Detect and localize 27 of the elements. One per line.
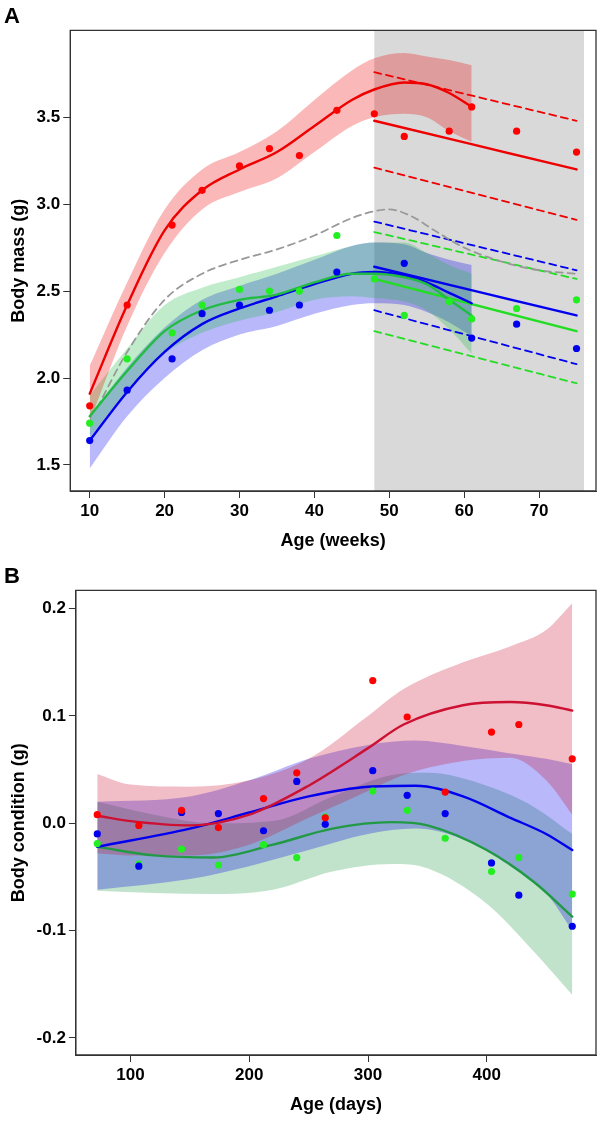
x-tick-label: 200 <box>235 1064 264 1084</box>
chart-title: B <box>4 563 20 589</box>
y-tick-label: 1.5 <box>36 454 61 474</box>
y-tick-label: 3.0 <box>36 193 61 213</box>
x-axis-title: Age (weeks) <box>280 530 386 551</box>
y-tick-label: 2.0 <box>36 367 61 387</box>
y-axis-title: Body condition (g) <box>7 743 28 903</box>
x-tick-label: 10 <box>80 500 100 520</box>
x-axis-title: Age (days) <box>289 1094 382 1115</box>
x-tick-label: 20 <box>155 500 175 520</box>
y-tick-label: 0.2 <box>42 598 66 618</box>
x-tick-label: 40 <box>304 500 324 520</box>
y-tick-label: -0.2 <box>36 1027 66 1047</box>
y-tick-label: 3.5 <box>36 106 61 126</box>
y-tick-label: 0.1 <box>42 705 66 725</box>
x-tick-label: 30 <box>230 500 249 520</box>
y-tick-label: 0.0 <box>42 812 66 832</box>
x-tick-label: 300 <box>353 1064 383 1084</box>
x-tick-label: 400 <box>472 1064 501 1084</box>
x-tick-label: 60 <box>454 500 474 520</box>
y-tick-label: 2.5 <box>36 280 61 300</box>
chart-title: A <box>4 3 20 29</box>
x-tick-label: 50 <box>379 500 399 520</box>
y-axis-title: Body mass (g) <box>7 198 28 323</box>
x-tick-label: 100 <box>116 1064 145 1084</box>
y-tick-label: -0.1 <box>36 920 66 940</box>
x-tick-label: 70 <box>529 500 549 520</box>
